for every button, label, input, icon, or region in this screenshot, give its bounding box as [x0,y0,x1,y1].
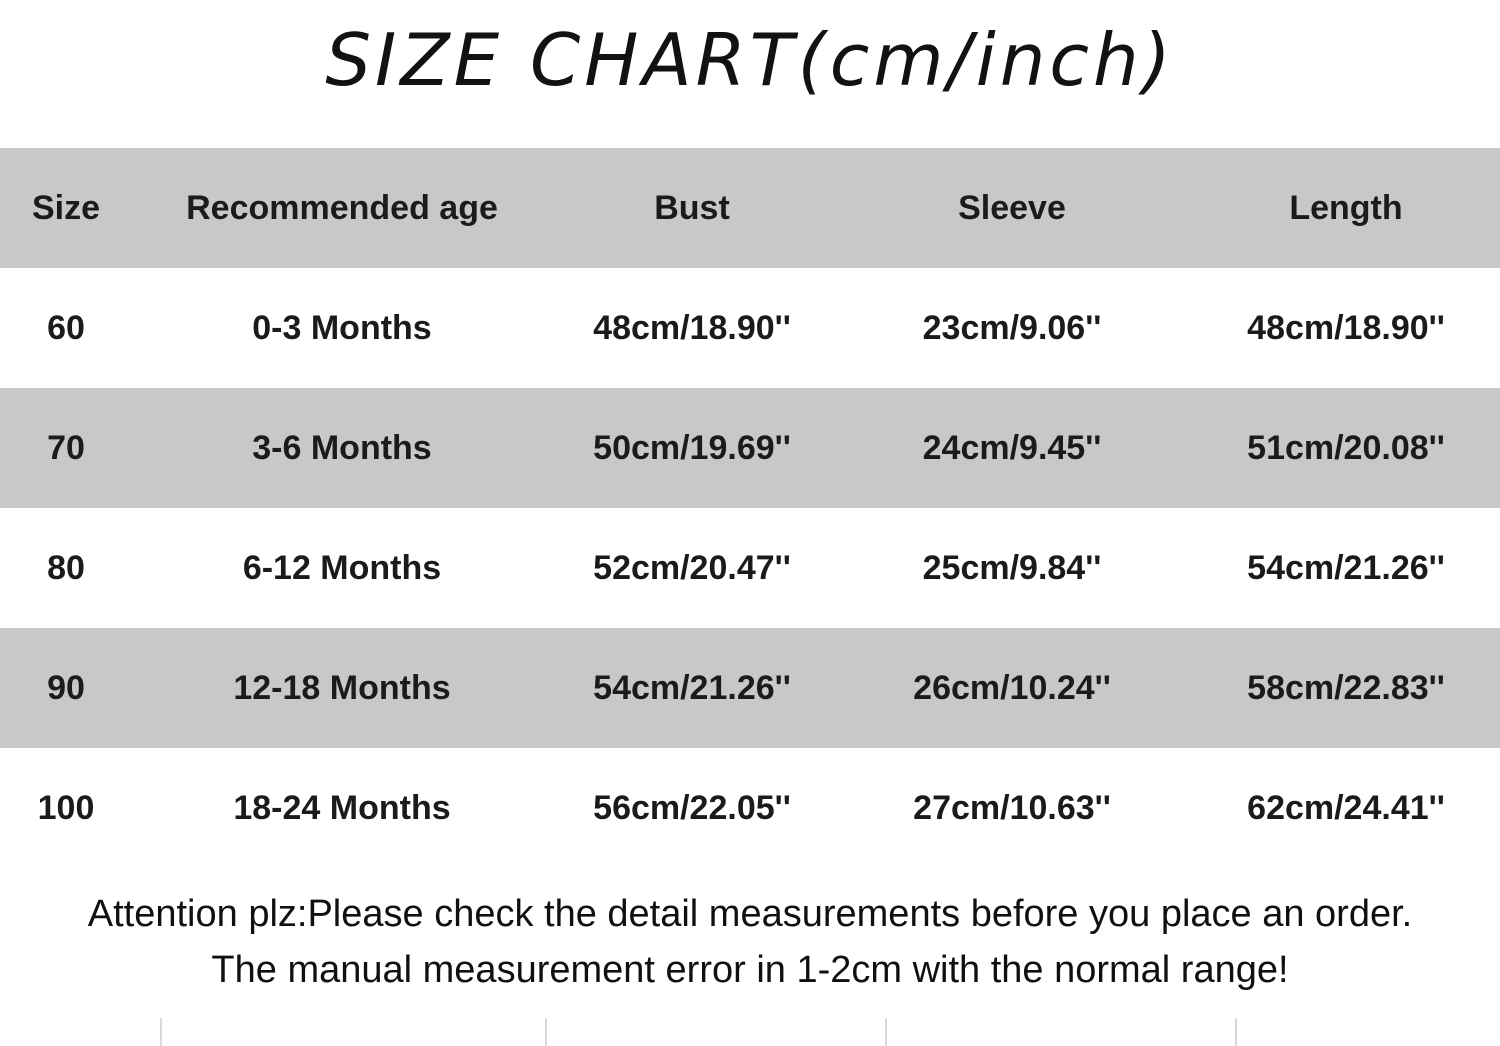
table-row-size-80: 80 6-12 Months 52cm/20.47'' 25cm/9.84'' … [0,508,1500,628]
table-row-size-100: 100 18-24 Months 56cm/22.05'' 27cm/10.63… [0,748,1500,868]
size-chart-title: SIZE CHART(cm/inch) [325,18,1175,102]
header-cell-size: Size [31,188,101,227]
attention-note: Attention plz:Please check the detail me… [0,886,1500,998]
cell-size: 70 [47,428,85,467]
cell-length: 51cm/20.08'' [1247,428,1445,467]
size-chart-table: Size Recommended age Bust Sleeve Length … [0,148,1500,868]
cell-size: 90 [47,668,85,707]
header-cell-age: Recommended age [186,188,498,227]
cell-length: 54cm/21.26'' [1247,548,1445,587]
cell-age: 18-24 Months [233,788,451,827]
cell-length: 62cm/24.41'' [1247,788,1445,827]
cell-sleeve: 24cm/9.45'' [922,428,1102,467]
cell-age: 12-18 Months [233,668,451,707]
cell-age: 3-6 Months [252,428,432,467]
cell-length: 58cm/22.83'' [1247,668,1445,707]
cropped-next-table-edge [0,1018,1500,1046]
cell-age: 0-3 Months [252,308,432,347]
column-divider [160,1018,162,1046]
column-divider [1235,1018,1237,1046]
attention-note-line-1: Attention plz:Please check the detail me… [87,893,1413,935]
cell-size: 100 [37,788,95,827]
cell-bust: 56cm/22.05'' [593,788,791,827]
cell-size: 60 [47,308,85,347]
table-row-size-90: 90 12-18 Months 54cm/21.26'' 26cm/10.24'… [0,628,1500,748]
cell-sleeve: 26cm/10.24'' [913,668,1111,707]
cell-sleeve: 23cm/9.06'' [922,308,1102,347]
attention-note-line-2: The manual measurement error in 1-2cm wi… [211,949,1289,991]
size-chart-title-area: SIZE CHART(cm/inch) [0,0,1500,148]
cell-bust: 48cm/18.90'' [593,308,791,347]
table-row-size-70: 70 3-6 Months 50cm/19.69'' 24cm/9.45'' 5… [0,388,1500,508]
cell-age: 6-12 Months [242,548,442,587]
header-cell-bust: Bust [654,188,730,227]
cell-length: 48cm/18.90'' [1247,308,1445,347]
table-header-row: Size Recommended age Bust Sleeve Length [0,148,1500,268]
table-row-size-60: 60 0-3 Months 48cm/18.90'' 23cm/9.06'' 4… [0,268,1500,388]
header-cell-sleeve: Sleeve [958,188,1066,227]
cell-bust: 50cm/19.69'' [593,428,791,467]
cell-sleeve: 27cm/10.63'' [913,788,1111,827]
cell-bust: 52cm/20.47'' [593,548,791,587]
cell-size: 80 [47,548,85,587]
cell-bust: 54cm/21.26'' [593,668,791,707]
cell-sleeve: 25cm/9.84'' [922,548,1102,587]
column-divider [545,1018,547,1046]
column-divider [885,1018,887,1046]
header-cell-length: Length [1289,188,1403,227]
